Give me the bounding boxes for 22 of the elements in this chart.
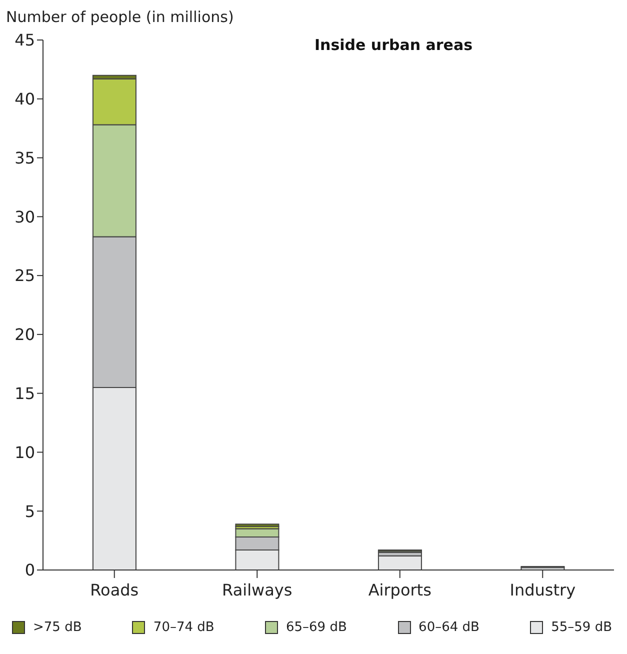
y-tick-label: 25 <box>14 266 35 286</box>
legend-label: 55–59 dB <box>551 620 612 635</box>
chart-title: Inside urban areas <box>313 36 474 54</box>
y-tick-label: 35 <box>14 148 35 168</box>
legend-label: 65–69 dB <box>286 620 347 635</box>
x-tick-label: Airports <box>368 580 432 600</box>
y-tick-label: 30 <box>14 207 35 226</box>
y-tick-label: 0 <box>24 560 35 580</box>
bar <box>235 524 280 527</box>
x-tick-label: Roads <box>90 580 139 600</box>
x-tick-label: Railways <box>222 580 292 600</box>
y-axis-title: Number of people (in millions) <box>6 8 235 28</box>
y-tick-label: 20 <box>14 325 35 344</box>
legend-label: >75 dB <box>33 620 82 635</box>
y-tick-label: 40 <box>14 90 35 109</box>
y-tick-label: 45 <box>14 30 35 50</box>
y-tick-label: 15 <box>14 384 35 404</box>
x-tick-label: Industry <box>510 580 576 600</box>
y-tick-label: 10 <box>14 442 35 462</box>
y-tick-label: 5 <box>24 502 35 521</box>
legend-label: 60–64 dB <box>418 620 480 635</box>
legend-label: 70–74 dB <box>153 620 214 635</box>
